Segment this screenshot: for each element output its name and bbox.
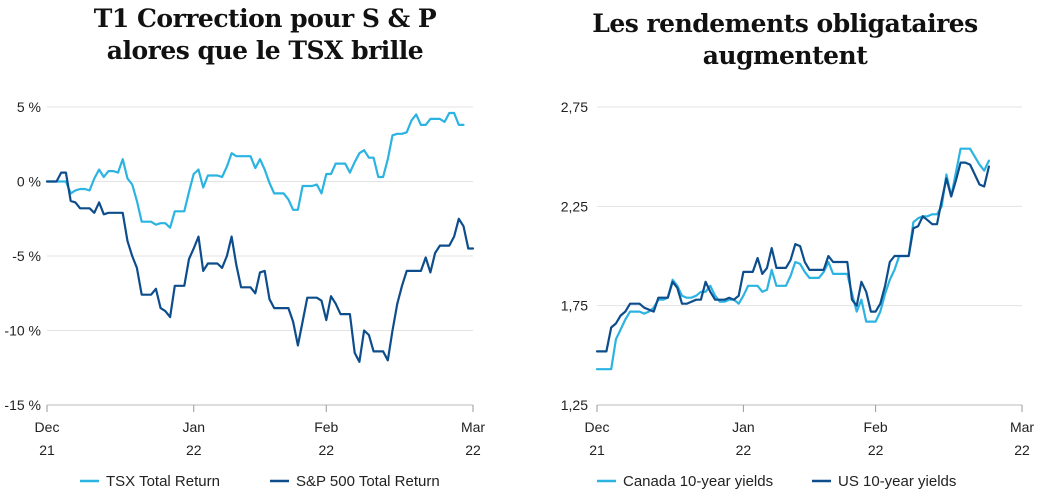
- x-tick-label-year: 22: [186, 442, 202, 458]
- legend-label: Canada 10-year yields: [623, 473, 773, 490]
- left-chart-title: T1 Correction pour S & P alores que le T…: [93, 4, 437, 65]
- series-line-dark: [45, 171, 475, 363]
- x-tick-label-year: 22: [465, 442, 481, 458]
- y-tick-label: 1,75: [561, 298, 588, 314]
- right-chart-panel: 2,75 2,25 1,75 1,25 Dec 21 Jan 22 Feb 22 Mar 22 Cana…: [561, 99, 1035, 490]
- left-chart-panel: 5 % 0 % -5 % -10 % -15 % Dec 21 Jan 22 Feb 22 Mar 22…: [4, 99, 485, 490]
- y-tick-label: 2,75: [561, 99, 588, 115]
- x-tick-label-year: 22: [868, 442, 884, 458]
- x-tick-label-year: 21: [589, 442, 605, 458]
- x-tick-label-year: 22: [318, 442, 334, 458]
- x-tick-label-month: Mar: [1010, 419, 1034, 435]
- series-line-light: [595, 147, 991, 371]
- legend-label: US 10-year yields: [838, 473, 956, 490]
- x-tick-label-month: Dec: [35, 419, 60, 435]
- x-tick-label-month: Feb: [314, 419, 338, 435]
- y-tick-label: -5 %: [12, 248, 41, 264]
- x-tick-label-month: Jan: [732, 419, 755, 435]
- legend-label: TSX Total Return: [106, 473, 220, 490]
- legend-label: S&P 500 Total Return: [296, 473, 440, 490]
- x-tick-label-month: Jan: [182, 419, 205, 435]
- x-tick-label-month: Feb: [864, 419, 888, 435]
- y-tick-label: 5 %: [17, 99, 41, 115]
- x-tick-label-year: 21: [39, 442, 55, 458]
- series-line-dark: [595, 161, 991, 353]
- x-tick-label-year: 22: [1014, 442, 1030, 458]
- x-tick-label-month: Mar: [461, 419, 485, 435]
- y-tick-label: 0 %: [17, 174, 41, 190]
- y-tick-label: -10 %: [4, 323, 41, 339]
- x-tick-label-year: 22: [736, 442, 752, 458]
- series-line-light: [45, 111, 465, 229]
- right-chart-title: Les rendements obligataires augmentent: [592, 9, 978, 70]
- y-tick-label: 1,25: [561, 397, 588, 413]
- x-tick-label-month: Dec: [585, 419, 610, 435]
- y-tick-label: -15 %: [4, 397, 41, 413]
- y-tick-label: 2,25: [561, 198, 588, 214]
